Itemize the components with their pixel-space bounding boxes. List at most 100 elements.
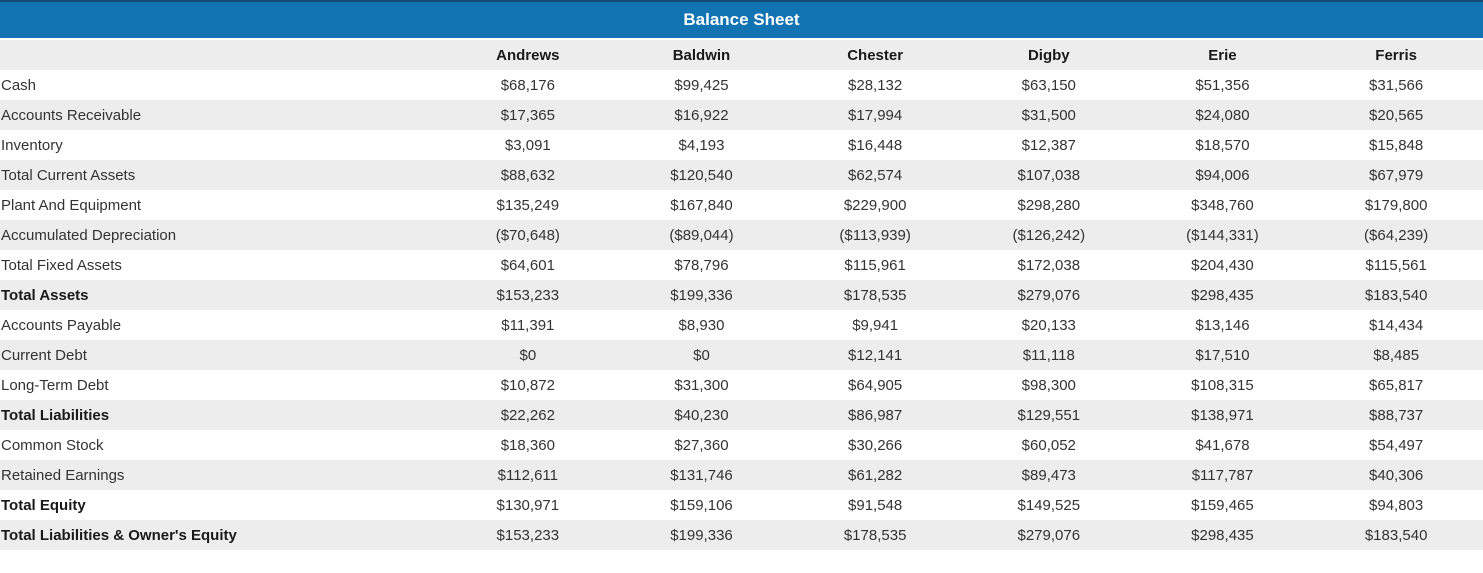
row-label: Total Liabilities & Owner's Equity [1,526,237,544]
cell-value: $13,146 [1195,316,1250,334]
cell-value: $183,540 [1364,286,1428,304]
cell-value: $28,132 [848,76,903,94]
table-row: Retained Earnings $112,611 $131,746 $61,282… [0,460,1483,490]
cell-value: $11,118 [1022,346,1075,364]
table-row: Total Liabilities & Owner's Equity $153,2… [0,520,1483,550]
cell-value: $10,872 [500,376,555,394]
cell-value: $115,561 [1365,256,1427,274]
cell-value: $40,230 [674,406,729,424]
cell-value: $61,282 [848,466,903,484]
table-row: Cash $68,176 $99,425 $28,132 $63,150 $51,356 $… [0,70,1483,100]
column-header-digby: Digby [1027,46,1070,64]
cell-value: $63,150 [1021,76,1076,94]
cell-value: $279,076 [1017,526,1081,544]
cell-value: $91,548 [848,496,903,514]
cell-value: ($64,239) [1364,226,1429,244]
cell-value: ($144,331) [1186,226,1259,244]
cell-value: $107,038 [1017,166,1081,184]
cell-value: ($89,044) [669,226,734,244]
cell-value: $40,306 [1369,466,1424,484]
cell-value: $204,430 [1191,256,1254,274]
cell-value: $24,080 [1195,106,1250,124]
cell-value: $0 [519,346,537,364]
cell-value: $298,435 [1191,526,1254,544]
table-row: Accounts Payable $11,391 $8,930 $9,941 $20,1… [0,310,1483,340]
page-title: Balance Sheet [683,10,800,29]
top-rule [0,0,1483,2]
cell-value: $183,540 [1364,526,1428,544]
row-label: Total Assets [1,286,89,304]
cell-value: $60,052 [1021,436,1076,454]
cell-value: $54,497 [1369,436,1424,454]
cell-value: $30,266 [848,436,903,454]
cell-value: $64,905 [848,376,903,394]
cell-value: $12,141 [848,346,903,364]
cell-value: $298,280 [1017,196,1081,214]
column-header-row: Andrews Baldwin Chester Digby Erie Ferri… [0,40,1483,70]
cell-value: $99,425 [674,76,729,94]
cell-value: $153,233 [496,286,560,304]
cell-value: $65,817 [1369,376,1424,394]
cell-value: $178,535 [843,526,907,544]
cell-value: $62,574 [848,166,903,184]
cell-value: $130,971 [496,496,560,514]
table-row: Accounts Receivable $17,365 $16,922 $17,994… [0,100,1483,130]
cell-value: $18,360 [500,436,555,454]
cell-value: $159,106 [670,496,733,514]
cell-value: ($70,648) [495,226,560,244]
cell-value: $153,233 [496,526,560,544]
cell-value: $67,979 [1369,166,1424,184]
balance-sheet-table: Andrews Baldwin Chester Digby Erie Ferri… [0,40,1483,550]
table-row: Common Stock $18,360 $27,360 $30,266 $60,052… [0,430,1483,460]
row-label: Plant And Equipment [1,196,142,214]
cell-value: $88,632 [500,166,555,184]
cell-value: $16,448 [848,136,903,154]
cell-value: $159,465 [1191,496,1254,514]
cell-value: $8,930 [678,316,725,334]
row-label: Total Liabilities [1,406,110,424]
cell-value: $27,360 [674,436,729,454]
cell-value: ($113,939) [839,226,911,244]
cell-value: $199,336 [670,526,733,544]
cell-value: $115,961 [844,256,906,274]
row-label: Total Current Assets [1,166,136,184]
cell-value: $78,796 [674,256,729,274]
cell-value: $9,941 [852,316,899,334]
cell-value: $120,540 [670,166,733,184]
report-title-bar: Balance Sheet [0,2,1483,38]
column-header-erie: Erie [1208,46,1237,64]
cell-value: $348,760 [1191,196,1254,214]
table-row: Long-Term Debt $10,872 $31,300 $64,905 $98,3… [0,370,1483,400]
cell-value: $17,365 [500,106,555,124]
cell-value: $22,262 [500,406,555,424]
cell-value: $135,249 [496,196,560,214]
cell-value: $179,800 [1364,196,1428,214]
table-row: Total Liabilities $22,262 $40,230 $86,987 $1… [0,400,1483,430]
cell-value: $12,387 [1021,136,1076,154]
cell-value: $88,737 [1369,406,1424,424]
row-label-header [0,40,441,70]
cell-value: $20,133 [1021,316,1076,334]
cell-value: $11,391 [501,316,555,334]
cell-value: $229,900 [843,196,907,214]
cell-value: $0 [693,346,710,364]
cell-value: $89,473 [1021,466,1076,484]
row-label: Total Fixed Assets [1,256,122,274]
row-label: Current Debt [1,346,87,364]
row-label: Common Stock [1,436,104,454]
table-row: Plant And Equipment $135,249 $167,840 $229,… [0,190,1483,220]
table-row: Total Assets $153,233 $199,336 $178,535 $279… [0,280,1483,310]
row-label: Accumulated Depreciation [1,226,177,244]
cell-value: $31,300 [674,376,729,394]
cell-value: $64,601 [500,256,555,274]
cell-value: $138,971 [1191,406,1254,424]
cell-value: $86,987 [848,406,903,424]
table-row: Total Current Assets $88,632 $120,540 $62,5… [0,160,1483,190]
cell-value: $279,076 [1017,286,1081,304]
cell-value: $3,091 [504,136,551,154]
row-label: Retained Earnings [1,466,125,484]
column-header-chester: Chester [847,46,904,64]
row-label: Accounts Payable [1,316,122,334]
cell-value: $167,840 [670,196,733,214]
cell-value: $298,435 [1191,286,1254,304]
